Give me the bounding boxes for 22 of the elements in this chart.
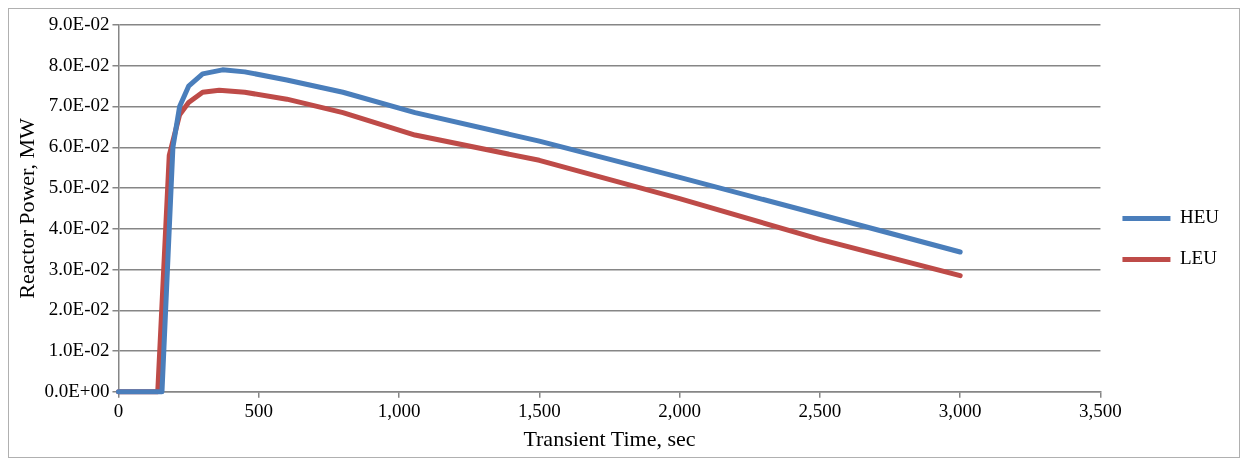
- legend-label: HEU: [1179, 206, 1220, 228]
- y-tick-label: 5.0E-02: [48, 176, 110, 198]
- x-tick-label: 1,000: [377, 400, 421, 422]
- y-tick-label: 3.0E-02: [48, 257, 110, 279]
- x-axis-title: Transient Time, sec: [523, 425, 696, 451]
- y-tick-label: 8.0E-02: [48, 53, 110, 75]
- y-tick-label: 9.0E-02: [48, 12, 110, 34]
- y-tick-label: 2.0E-02: [48, 298, 110, 320]
- x-tick-label: 1,500: [517, 400, 561, 422]
- x-tick-label: 3,000: [938, 400, 982, 422]
- y-tick-label: 0.0E+00: [44, 379, 110, 401]
- legend-label: LEU: [1179, 247, 1218, 269]
- x-tick-label: 3,500: [1079, 400, 1122, 422]
- y-tick-label: 7.0E-02: [48, 94, 110, 116]
- x-tick-label: 0: [113, 400, 124, 422]
- y-tick-label: 1.0E-02: [48, 339, 110, 361]
- x-tick-label: 2,500: [798, 400, 842, 422]
- x-tick-label: 500: [244, 400, 273, 422]
- y-tick-label: 4.0E-02: [48, 216, 110, 238]
- y-axis-title: Reactor Power, MW: [13, 117, 39, 299]
- x-tick-label: 2,000: [658, 400, 701, 422]
- y-tick-label: 6.0E-02: [48, 135, 110, 157]
